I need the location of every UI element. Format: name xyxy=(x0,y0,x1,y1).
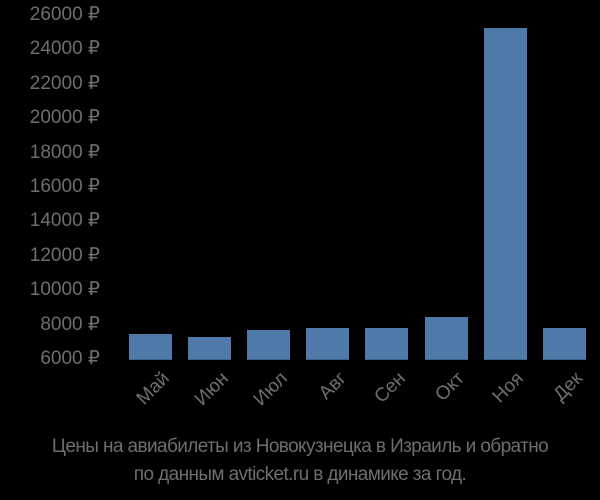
x-tick-label: Сен xyxy=(370,368,410,408)
x-tick-label: Ноя xyxy=(488,368,528,408)
y-tick-label: 20000 ₽ xyxy=(29,107,100,129)
y-tick-label: 14000 ₽ xyxy=(29,210,100,232)
x-tick-label: Июн xyxy=(190,368,233,411)
bar-5 xyxy=(365,328,409,360)
y-tick-label: 26000 ₽ xyxy=(29,4,100,25)
chart-caption-line-2: по данным avticket.ru в динамике за год. xyxy=(133,464,467,485)
x-tick-label: Авг xyxy=(314,368,351,404)
y-tick-label: 24000 ₽ xyxy=(29,38,100,60)
y-tick-label: 12000 ₽ xyxy=(29,244,100,266)
bar-6 xyxy=(424,316,468,360)
bar-7 xyxy=(483,27,527,360)
y-tick-label: 8000 ₽ xyxy=(40,313,100,335)
x-tick-label: Июл xyxy=(249,368,292,411)
y-tick-label: 10000 ₽ xyxy=(29,279,100,301)
y-tick-label: 6000 ₽ xyxy=(40,348,100,369)
y-tick-label: 22000 ₽ xyxy=(29,72,100,94)
bar-2 xyxy=(188,336,232,360)
x-tick-label: Окт xyxy=(431,368,469,406)
y-tick-label: 16000 ₽ xyxy=(29,176,100,197)
chart-caption-line-1: Цены на авиабилеты из Новокузнецка в Изр… xyxy=(51,436,549,457)
bar-8 xyxy=(542,328,586,360)
bar-3 xyxy=(247,329,291,360)
bar-4 xyxy=(306,328,350,360)
x-tick-label: Дек xyxy=(549,368,588,406)
x-tick-label: Май xyxy=(132,368,174,410)
bar-1 xyxy=(129,334,172,360)
y-tick-label: 18000 ₽ xyxy=(29,141,100,163)
